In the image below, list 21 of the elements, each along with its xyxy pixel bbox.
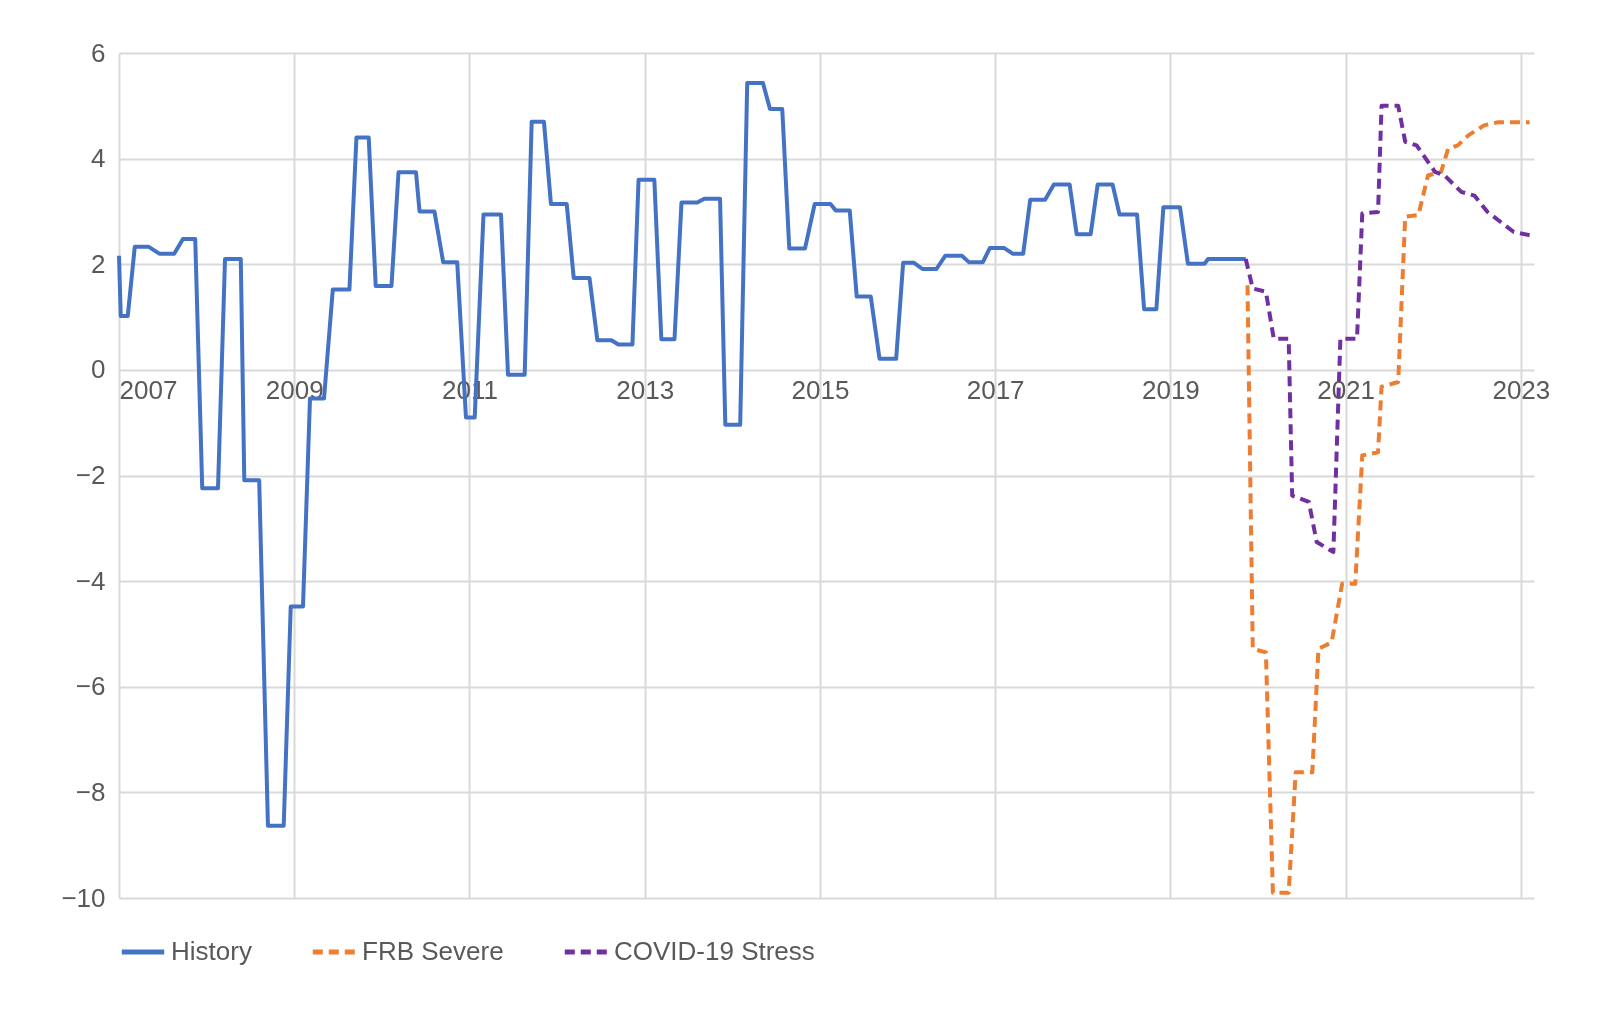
y-tick-label: 0 bbox=[91, 354, 106, 385]
y-tick-label: 4 bbox=[91, 143, 106, 174]
y-tick-label: 6 bbox=[91, 37, 106, 68]
x-tick-label: 2017 bbox=[966, 375, 1025, 406]
line-series bbox=[117, 81, 1248, 828]
x-tick-label: 2009 bbox=[265, 375, 324, 406]
legend-label: COVID-19 Stress bbox=[614, 936, 815, 966]
x-tick-label: 2015 bbox=[791, 375, 850, 406]
legend-label: FRB Severe bbox=[362, 936, 504, 966]
legend-label: History bbox=[171, 936, 252, 966]
y-tick-label: −4 bbox=[75, 565, 106, 596]
y-tick-label: −8 bbox=[75, 776, 106, 807]
y-tick-label: −6 bbox=[75, 671, 106, 702]
x-tick-label: 2019 bbox=[1141, 375, 1200, 406]
x-tick-label: 2013 bbox=[616, 375, 675, 406]
x-tick-label: 2007 bbox=[119, 375, 178, 406]
y-tick-label: −2 bbox=[75, 460, 106, 490]
y-tick-label: −10 bbox=[61, 882, 106, 913]
y-tick-label: 2 bbox=[91, 248, 106, 279]
x-tick-label: 2021 bbox=[1317, 375, 1376, 406]
x-tick-label: 2023 bbox=[1492, 375, 1551, 406]
